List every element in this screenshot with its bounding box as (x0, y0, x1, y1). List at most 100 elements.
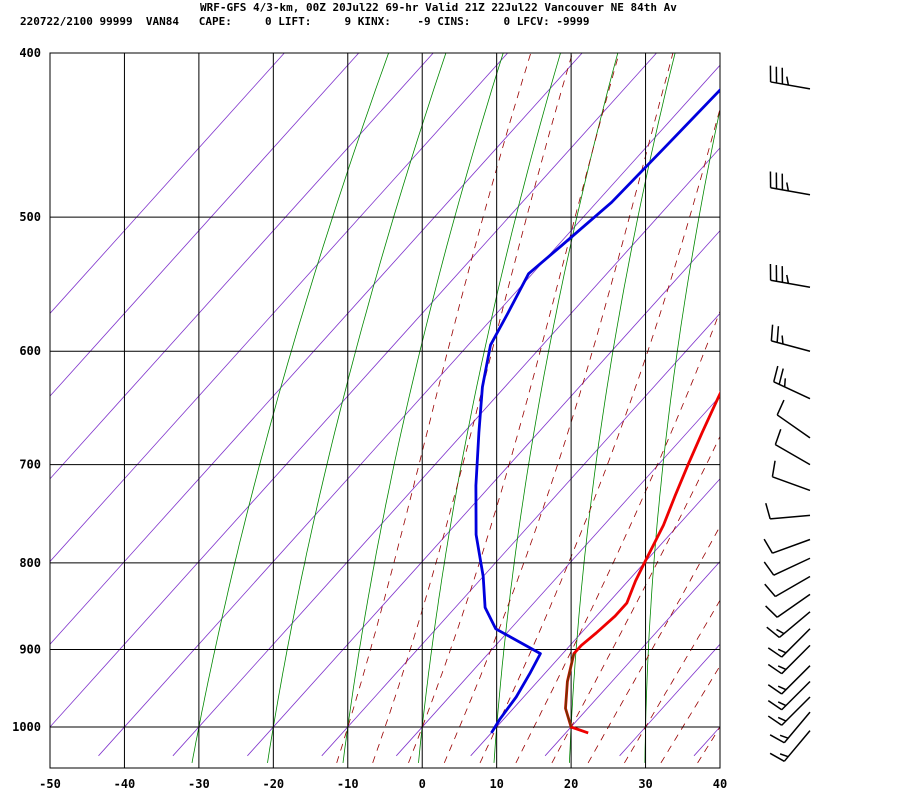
x-tick-label: -30 (188, 777, 210, 791)
x-tick-label: -50 (39, 777, 61, 791)
barb-feather (767, 647, 783, 658)
wind-barb (765, 593, 811, 618)
y-tick-label: 1000 (12, 720, 41, 734)
wind-barb (769, 711, 811, 744)
wind-barb (767, 696, 811, 726)
isotherm-line (50, 53, 509, 563)
barb-staff (781, 665, 811, 695)
moist-adiabat-line (660, 665, 720, 764)
wind-barb (767, 644, 811, 675)
isotherm-line (470, 478, 720, 757)
wind-barb (763, 538, 811, 554)
barb-feather (776, 628, 785, 635)
barb-feather (779, 734, 789, 739)
x-tick-label: 30 (638, 777, 652, 791)
barb-feather (786, 182, 790, 192)
wind-barb (765, 502, 811, 520)
isotherm-line (50, 53, 658, 728)
dewpoint-line (474, 88, 720, 734)
isotherm-line (247, 230, 720, 757)
sounding-series (474, 88, 720, 735)
barb-staff (783, 730, 811, 762)
sounding-indices: 220722/2100 99999 VAN84 CAPE: 0 LIFT: 9 … (20, 15, 590, 28)
barb-feather (769, 734, 785, 744)
wind-barbs (763, 65, 811, 762)
wind-barb (764, 575, 811, 598)
barb-feather (776, 399, 785, 416)
barb-feather (774, 429, 782, 445)
barb-staff (781, 644, 811, 675)
x-tick-label: -10 (337, 777, 359, 791)
y-tick-label: 700 (19, 458, 41, 472)
dry-adiabat-lines (191, 34, 900, 763)
wind-barb (767, 665, 811, 695)
moist-adiabat-line (551, 435, 720, 764)
isotherm-line (50, 53, 434, 480)
wind-barb (769, 65, 811, 90)
barb-staff (776, 414, 811, 439)
barb-feather (777, 716, 787, 722)
wind-barb (766, 611, 811, 639)
barb-staff (773, 557, 811, 576)
barb-staff (770, 279, 811, 288)
x-tick-label: -20 (262, 777, 284, 791)
isotherm-line (50, 53, 583, 645)
wind-barb (773, 365, 811, 400)
dry-adiabat-line (191, 53, 390, 763)
isotherm-line (321, 312, 720, 757)
dry-adiabat-line (719, 661, 720, 763)
y-tick-label: 600 (19, 344, 41, 358)
barb-staff (774, 575, 811, 598)
grid-lines (49, 52, 721, 769)
isotherm-line (50, 53, 285, 314)
moist-adiabat-line (734, 34, 900, 763)
barb-feather (786, 76, 790, 86)
dry-adiabat-line (267, 53, 447, 763)
plot-frame (49, 52, 721, 769)
barb-feather (783, 378, 787, 387)
moist-adiabat-line (587, 525, 720, 764)
parcel-line (564, 653, 575, 728)
barb-feather (763, 538, 774, 554)
barb-feather (770, 324, 774, 341)
barb-feather (777, 685, 787, 691)
y-tick-label: 800 (19, 556, 41, 570)
barb-feather (763, 561, 775, 576)
barb-feather (779, 753, 789, 758)
barb-staff (774, 443, 811, 466)
barb-staff (770, 81, 811, 90)
x-tick-label: 20 (564, 777, 578, 791)
dry-adiabat-line (569, 53, 676, 763)
x-tick-label: 0 (419, 777, 426, 791)
barb-feather (777, 665, 787, 671)
barb-feather (765, 605, 778, 618)
barb-staff (778, 611, 811, 639)
x-tick-label: 40 (713, 777, 727, 791)
moist-adiabat-line (372, 53, 573, 764)
wind-barb (769, 730, 811, 762)
y-tick-label: 400 (19, 46, 41, 60)
y-tick-label: 500 (19, 210, 41, 224)
barb-feather (776, 326, 780, 343)
wind-barb (767, 680, 811, 711)
barb-feather (777, 701, 787, 707)
barb-staff (781, 696, 811, 726)
barb-feather (765, 502, 771, 520)
barb-staff (770, 514, 811, 520)
barb-staff (781, 680, 811, 711)
barb-staff (783, 711, 811, 744)
barb-staff (772, 538, 811, 554)
barb-staff (772, 476, 811, 492)
y-tick-label: 900 (19, 642, 41, 656)
x-tick-label: -40 (114, 777, 136, 791)
wind-barb (776, 399, 811, 439)
wind-barb (774, 429, 811, 466)
barb-feather (769, 752, 785, 762)
dry-adiabat-line (418, 53, 561, 763)
barb-feather (766, 626, 780, 639)
isotherm-line (172, 147, 720, 757)
wind-barb (769, 171, 811, 196)
temperature-line (564, 390, 720, 735)
moist-adiabat-line (336, 53, 532, 764)
dry-adiabat-line (863, 34, 900, 763)
